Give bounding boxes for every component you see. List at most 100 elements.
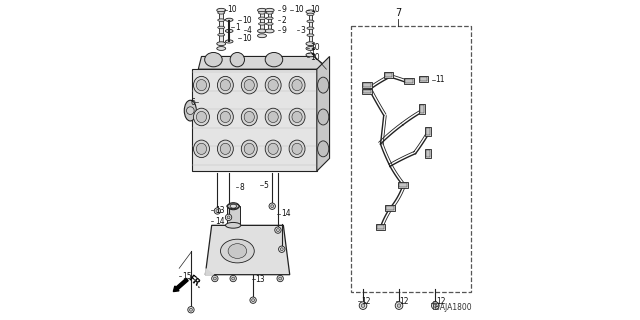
Ellipse shape — [259, 17, 266, 20]
Text: 11: 11 — [436, 75, 445, 84]
Circle shape — [250, 297, 256, 303]
Bar — [220, 13, 223, 42]
Ellipse shape — [268, 80, 278, 91]
Circle shape — [227, 216, 230, 219]
Bar — [426, 127, 430, 135]
Ellipse shape — [217, 42, 226, 46]
Ellipse shape — [306, 47, 315, 50]
Ellipse shape — [259, 23, 266, 25]
Circle shape — [275, 227, 281, 233]
Bar — [404, 78, 414, 84]
Ellipse shape — [289, 76, 305, 94]
Ellipse shape — [257, 29, 266, 33]
Bar — [377, 225, 385, 229]
Ellipse shape — [225, 40, 233, 43]
Ellipse shape — [289, 108, 305, 126]
Ellipse shape — [225, 18, 233, 21]
Ellipse shape — [218, 34, 225, 36]
Ellipse shape — [184, 100, 196, 121]
Text: 6: 6 — [190, 98, 195, 107]
Ellipse shape — [220, 111, 230, 123]
Ellipse shape — [292, 143, 302, 155]
Ellipse shape — [307, 27, 314, 29]
Ellipse shape — [241, 76, 257, 94]
Ellipse shape — [266, 12, 273, 14]
Ellipse shape — [266, 17, 273, 20]
Bar — [405, 79, 413, 83]
Ellipse shape — [268, 143, 278, 155]
Ellipse shape — [292, 80, 302, 91]
Ellipse shape — [193, 76, 209, 94]
Text: 10: 10 — [228, 5, 237, 14]
Ellipse shape — [220, 80, 230, 91]
Ellipse shape — [225, 29, 233, 33]
Bar — [426, 149, 431, 158]
Text: 9: 9 — [281, 26, 286, 35]
Ellipse shape — [257, 34, 266, 38]
Ellipse shape — [241, 140, 257, 158]
Circle shape — [214, 208, 221, 214]
Polygon shape — [205, 225, 290, 275]
Text: 15: 15 — [182, 272, 192, 281]
Circle shape — [212, 275, 218, 282]
Ellipse shape — [196, 143, 207, 155]
Text: 1: 1 — [310, 48, 314, 57]
Circle shape — [280, 248, 284, 251]
Ellipse shape — [221, 239, 254, 263]
Ellipse shape — [241, 108, 257, 126]
Polygon shape — [198, 56, 330, 69]
Ellipse shape — [306, 10, 315, 14]
Ellipse shape — [317, 77, 329, 93]
Ellipse shape — [196, 80, 207, 91]
Circle shape — [271, 205, 274, 208]
Ellipse shape — [317, 141, 329, 157]
Bar — [385, 73, 392, 77]
Circle shape — [359, 302, 367, 309]
Ellipse shape — [205, 52, 222, 67]
Ellipse shape — [306, 53, 315, 57]
Text: 10: 10 — [310, 5, 319, 14]
Bar — [384, 72, 394, 78]
Bar — [419, 76, 428, 82]
Text: FR.: FR. — [186, 273, 204, 290]
Polygon shape — [317, 56, 330, 171]
Ellipse shape — [317, 109, 329, 125]
Text: TBAJA1800: TBAJA1800 — [431, 303, 473, 312]
Text: 10: 10 — [310, 53, 319, 62]
Circle shape — [279, 277, 282, 280]
Circle shape — [434, 304, 437, 307]
Circle shape — [276, 229, 280, 232]
Circle shape — [397, 304, 401, 307]
Bar — [364, 90, 371, 93]
Text: 13: 13 — [255, 275, 265, 284]
Ellipse shape — [217, 8, 226, 12]
Ellipse shape — [244, 143, 254, 155]
Circle shape — [362, 304, 365, 307]
Ellipse shape — [218, 76, 234, 94]
Bar — [364, 83, 371, 87]
Bar — [260, 13, 264, 29]
Circle shape — [431, 302, 439, 309]
Text: 14: 14 — [215, 217, 225, 226]
Ellipse shape — [230, 52, 244, 67]
Circle shape — [232, 277, 235, 280]
Ellipse shape — [259, 12, 266, 14]
Bar — [399, 183, 406, 187]
Circle shape — [269, 203, 275, 209]
Ellipse shape — [307, 13, 314, 16]
Ellipse shape — [265, 29, 274, 33]
Bar — [362, 82, 372, 88]
Ellipse shape — [265, 140, 281, 158]
Bar — [420, 105, 424, 113]
Bar — [387, 206, 394, 210]
Ellipse shape — [218, 26, 225, 29]
Circle shape — [252, 299, 255, 302]
Text: 12: 12 — [362, 297, 371, 306]
Text: 12: 12 — [399, 297, 408, 306]
Text: 10: 10 — [294, 5, 304, 14]
FancyArrow shape — [173, 278, 188, 292]
Ellipse shape — [265, 76, 281, 94]
Bar — [385, 205, 395, 211]
Ellipse shape — [220, 143, 230, 155]
Ellipse shape — [193, 108, 209, 126]
